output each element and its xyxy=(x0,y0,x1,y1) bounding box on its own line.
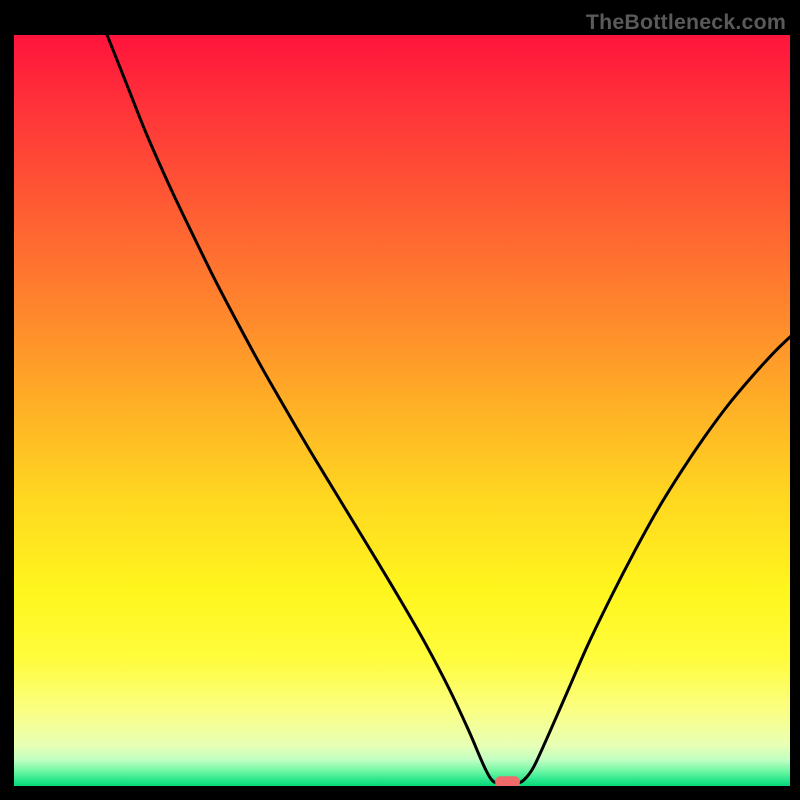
plot-gradient-background xyxy=(14,35,790,786)
watermark-label: TheBottleneck.com xyxy=(586,10,786,35)
bottleneck-chart xyxy=(0,0,800,800)
optimal-marker xyxy=(495,776,520,787)
